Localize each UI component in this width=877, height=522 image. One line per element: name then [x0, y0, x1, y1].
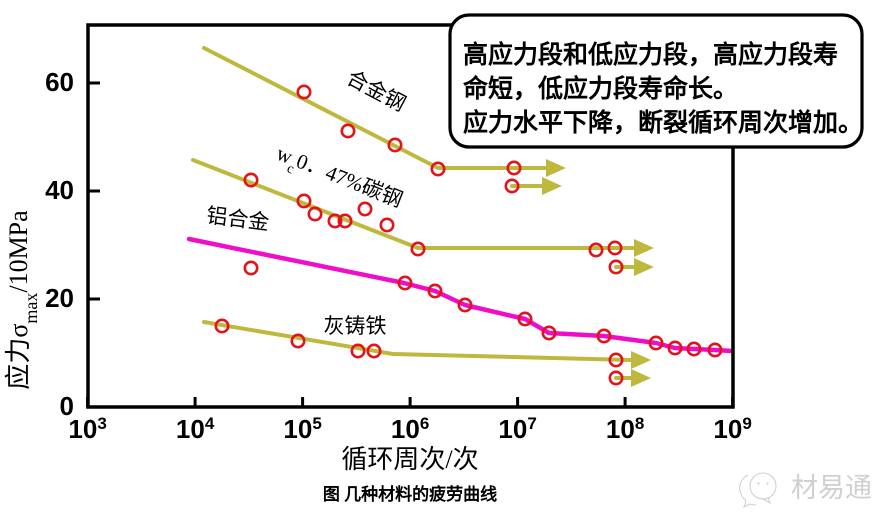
svg-text:104: 104 [176, 414, 215, 445]
svg-text:应力σmax/10MPa: 应力σmax/10MPa [4, 210, 41, 390]
svg-text:40: 40 [45, 175, 74, 205]
svg-text:wc0．47%碳钢: wc0．47%碳钢 [271, 141, 406, 218]
svg-text:109: 109 [713, 414, 751, 445]
svg-text:合金钢: 合金钢 [343, 65, 410, 116]
svg-text:105: 105 [283, 414, 321, 445]
svg-text:106: 106 [391, 414, 429, 445]
svg-text:命短，低应力段寿命长。: 命短，低应力段寿命长。 [463, 74, 738, 103]
svg-text:材易通: 材易通 [791, 473, 872, 503]
svg-text:图 几种材料的疲劳曲线: 图 几种材料的疲劳曲线 [323, 484, 497, 504]
svg-text:循环周次/次: 循环周次/次 [341, 445, 478, 474]
svg-text:高应力段和低应力段，高应力段寿: 高应力段和低应力段，高应力段寿 [463, 40, 838, 69]
svg-text:107: 107 [498, 414, 536, 445]
svg-text:60: 60 [45, 67, 74, 97]
svg-text:108: 108 [606, 414, 644, 445]
svg-text:103: 103 [68, 414, 106, 445]
svg-text:灰铸铁: 灰铸铁 [324, 314, 387, 338]
svg-text:应力水平下降，断裂循环周次增加。: 应力水平下降，断裂循环周次增加。 [463, 108, 863, 137]
svg-text:铝合金: 铝合金 [205, 203, 270, 234]
svg-text:20: 20 [45, 283, 74, 313]
